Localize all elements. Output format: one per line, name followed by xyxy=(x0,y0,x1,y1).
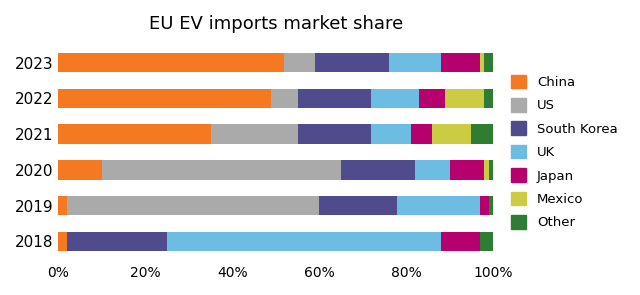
Bar xyxy=(410,124,432,144)
Bar xyxy=(315,53,388,73)
Bar xyxy=(167,232,441,251)
Legend: China, US, South Korea, UK, Japan, Mexico, Other: China, US, South Korea, UK, Japan, Mexic… xyxy=(504,68,625,236)
Bar xyxy=(472,124,493,144)
Bar xyxy=(58,196,67,215)
Bar xyxy=(441,53,480,73)
Bar xyxy=(419,88,445,108)
Bar xyxy=(271,88,298,108)
Bar xyxy=(58,232,67,251)
Bar xyxy=(441,232,480,251)
Bar xyxy=(58,88,271,108)
Bar xyxy=(67,232,167,251)
Bar xyxy=(489,160,493,180)
Bar xyxy=(484,53,493,73)
Bar xyxy=(415,160,450,180)
Bar xyxy=(371,124,410,144)
Bar xyxy=(484,160,489,180)
Bar xyxy=(432,124,472,144)
Bar xyxy=(285,53,315,73)
Bar xyxy=(489,196,493,215)
Bar xyxy=(319,196,397,215)
Bar xyxy=(445,88,484,108)
Bar xyxy=(480,232,493,251)
Bar xyxy=(58,160,102,180)
Bar xyxy=(341,160,415,180)
Bar xyxy=(484,88,493,108)
Bar xyxy=(58,53,285,73)
Bar xyxy=(67,196,319,215)
Bar xyxy=(450,160,484,180)
Bar xyxy=(397,196,480,215)
Bar xyxy=(388,53,441,73)
Bar xyxy=(298,124,371,144)
Bar xyxy=(480,196,489,215)
Bar xyxy=(298,88,371,108)
Bar xyxy=(211,124,298,144)
Bar xyxy=(480,53,484,73)
Bar xyxy=(371,88,419,108)
Title: EU EV imports market share: EU EV imports market share xyxy=(148,15,403,33)
Bar xyxy=(102,160,341,180)
Bar xyxy=(58,124,211,144)
